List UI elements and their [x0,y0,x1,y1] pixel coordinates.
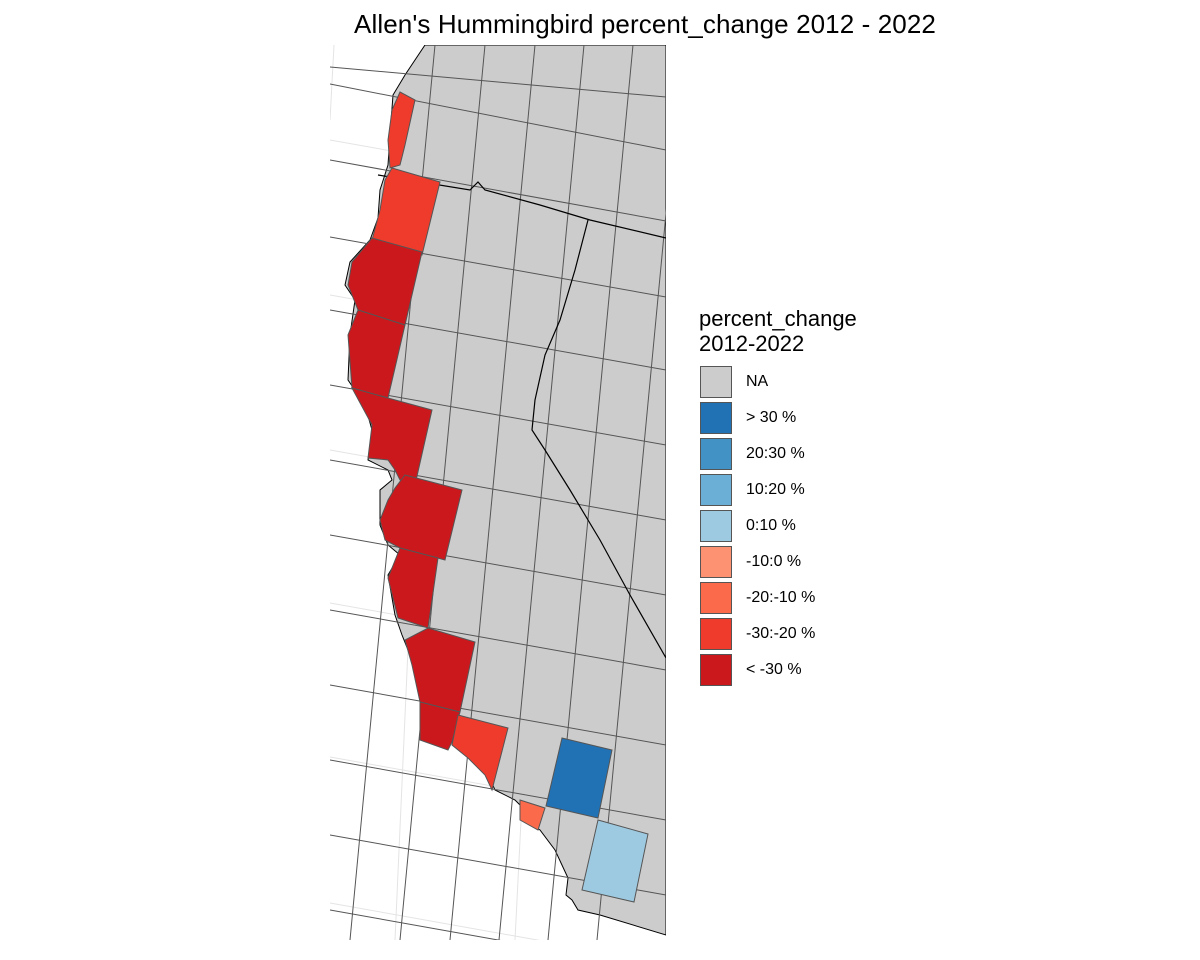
page-title: Allen's Hummingbird percent_change 2012 … [354,9,936,39]
cell-ca-san-diego-inland [581,819,649,903]
legend-label: > 30 % [746,409,797,426]
legend-swatch [700,618,732,650]
legend-label: 20:30 % [746,445,805,462]
legend-title: percent_change 2012-2022 [699,306,857,356]
legend-label: -20:-10 % [746,589,816,606]
legend-item-na: NA [700,365,768,399]
legend-label: < -30 % [746,661,802,678]
cell-ca-central-coast-1 [387,547,439,629]
legend-item-20-30: 20:30 % [700,437,805,471]
state-borders [377,174,666,659]
cell-ca-inland-empire [545,737,613,819]
cell-wa-coast-1 [387,91,416,169]
legend-label: NA [746,373,769,390]
legend-label: -30:-20 % [746,625,816,642]
cell-ca-sf-bay [379,474,463,561]
legend-swatch [700,510,732,542]
cell-ca-los-angeles [519,799,546,831]
legend-item-gt30: > 30 % [700,401,796,435]
cell-ca-santa-barbara [451,714,509,792]
legend-swatch [700,402,732,434]
legend-swatch [700,654,732,686]
legend-swatch [700,438,732,470]
legend-label: 10:20 % [746,481,805,498]
legend-label: -10:0 % [746,553,802,570]
legend-swatch [700,366,732,398]
legend-label: 0:10 % [746,517,796,534]
legend-item-neg30-neg20: -30:-20 % [700,617,815,651]
legend-swatch [700,474,732,506]
legend-swatch [700,582,732,614]
legend-item-10-20: 10:20 % [700,473,805,507]
highlighted-cells [347,91,649,903]
legend-item-0-10: 0:10 % [700,509,796,543]
cell-ca-central-coast-3 [419,701,461,751]
cell-ca-north-coast [351,387,433,486]
legend-item-lt-neg30: < -30 % [700,653,802,687]
legend-item-neg20-neg10: -20:-10 % [700,581,815,615]
legend-item-neg10-0: -10:0 % [700,545,801,579]
legend-swatch [700,546,732,578]
